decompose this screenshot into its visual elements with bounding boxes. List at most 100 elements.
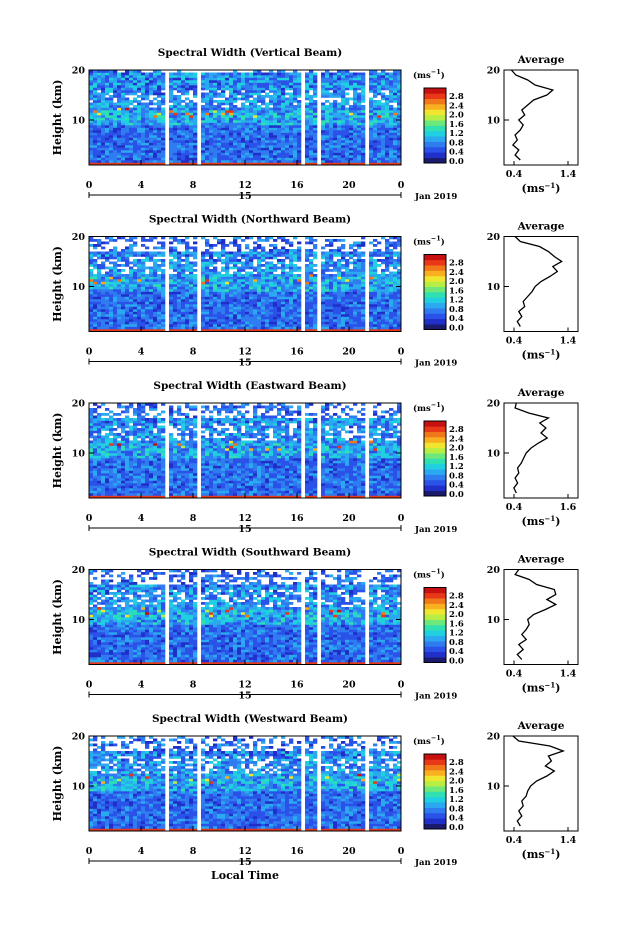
heatmap-cell (261, 304, 266, 307)
heatmap-cell (209, 279, 214, 282)
heatmap-cell (221, 244, 226, 247)
heatmap-cell (161, 286, 166, 290)
heatmap-cell (137, 107, 142, 111)
heatmap-cell (105, 100, 110, 103)
heatmap-cell (209, 87, 214, 91)
heatmap-cell (133, 261, 138, 265)
heatmap-cell (333, 140, 338, 143)
heatmap-cell (377, 122, 382, 126)
heatmap-cell (157, 110, 162, 113)
colorbar-swatch (424, 109, 446, 116)
heatmap-cell (113, 112, 118, 116)
heatmap-cell (337, 72, 342, 76)
heatmap-cell (105, 314, 110, 317)
heatmap-cell (289, 269, 294, 272)
heatmap-cell (353, 321, 358, 325)
heatmap-cell (221, 301, 226, 305)
heatmap-cell (385, 321, 390, 325)
heatmap-cell (133, 120, 138, 123)
heatmap-cell (229, 241, 234, 245)
heatmap-cell (109, 274, 114, 277)
heatmap-cell (129, 281, 134, 285)
heatmap-cell (389, 100, 394, 103)
heatmap-cell (105, 92, 110, 96)
heatmap-cell (133, 254, 138, 257)
heatmap-cell (221, 316, 226, 320)
heatmap-cell (121, 316, 126, 320)
heatmap-cell (193, 326, 198, 330)
heatmap-cell (385, 304, 390, 307)
heatmap-cell (321, 157, 326, 161)
heatmap-cell (381, 236, 386, 240)
heatmap-cell (109, 132, 114, 136)
heatmap-cell (169, 105, 174, 108)
heatmap-cell (221, 291, 226, 295)
heatmap-cell (141, 105, 146, 108)
heatmap-cell (125, 239, 130, 242)
heatmap-cell (201, 309, 206, 312)
heatmap-cell (353, 289, 358, 292)
heatmap-cell (89, 244, 94, 247)
heatmap-cell (149, 92, 154, 96)
heatmap-cell (357, 142, 362, 146)
heatmap-cell (193, 135, 198, 138)
heatmap-cell (277, 102, 282, 106)
heatmap-cell (305, 316, 310, 320)
heatmap-cell (125, 329, 130, 332)
heatmap-cell (169, 246, 174, 250)
heatmap-cell (249, 142, 254, 146)
heatmap-cell (217, 239, 222, 242)
heatmap-cell (221, 122, 226, 126)
heatmap-cell (261, 85, 266, 88)
heatmap-cell (381, 147, 386, 151)
heatmap-cell (141, 110, 146, 113)
heatmap-cell (205, 296, 210, 300)
heatmap-cell (93, 90, 98, 93)
heatmap-cell (349, 309, 354, 312)
heatmap-cell (385, 97, 390, 101)
heatmap-cell (369, 266, 374, 270)
heatmap-cell (137, 117, 142, 121)
heatmap-cell (97, 251, 102, 255)
heatmap-cell (169, 286, 174, 290)
heatmap-cell (217, 127, 222, 131)
heatmap-cell (377, 82, 382, 86)
heatmap-cell (357, 269, 362, 272)
heatmap-cell (249, 281, 254, 285)
heatmap-cell (237, 112, 242, 116)
heatmap-cell (265, 329, 270, 332)
heatmap-cell (313, 246, 318, 250)
heatmap-cell (381, 110, 386, 113)
heatmap-cell (217, 130, 222, 133)
heatmap-cell (361, 125, 366, 128)
heatmap-cell (201, 97, 206, 101)
heatmap-cell (225, 132, 230, 136)
heatmap-cell (177, 77, 182, 81)
heatmap-cell (337, 246, 342, 250)
heatmap-cell (305, 291, 310, 295)
heatmap-cell (125, 117, 130, 121)
heatmap-cell (377, 107, 382, 111)
heatmap-cell (369, 319, 374, 322)
heatmap-cell (345, 251, 350, 255)
heatmap-cell (257, 236, 262, 240)
heatmap-cell (157, 145, 162, 148)
heatmap-cell (129, 80, 134, 83)
heatmap-cell (213, 122, 218, 126)
heatmap-cell (241, 135, 246, 138)
heatmap-cell (245, 85, 250, 88)
heatmap-cell (137, 294, 142, 297)
heatmap-cell (173, 261, 178, 265)
heatmap-cell (205, 82, 210, 86)
heatmap-cell (233, 137, 238, 141)
heatmap-cell (109, 319, 114, 322)
heatmap-cell (393, 162, 398, 166)
heatmap-cell (361, 259, 366, 262)
heatmap-cell (129, 160, 134, 163)
heatmap-cell (229, 115, 234, 118)
heatmap-cell (253, 319, 258, 322)
heatmap-cell (329, 249, 334, 252)
heatmap-cell (257, 259, 262, 262)
heatmap-cell (225, 259, 230, 262)
heatmap-cell (193, 269, 198, 272)
